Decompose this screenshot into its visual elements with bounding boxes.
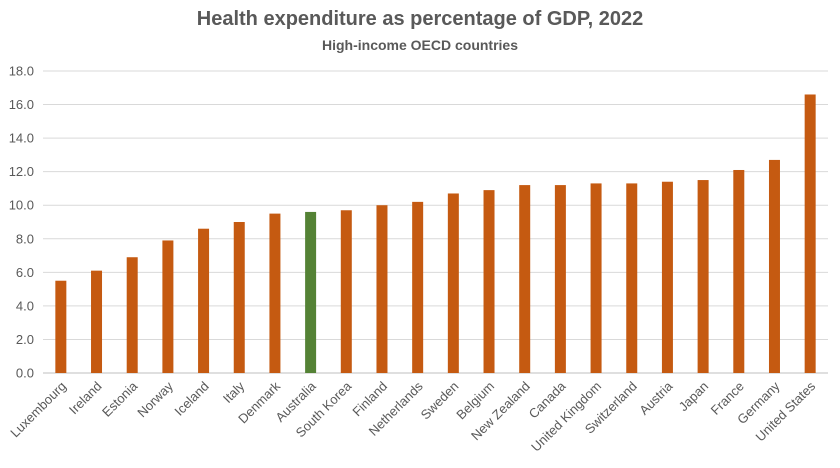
y-tick-label: 6.0 — [16, 265, 34, 280]
bar-south-korea — [340, 210, 352, 373]
bar-new-zealand — [519, 185, 531, 373]
bar-canada — [554, 185, 566, 373]
x-tick-label: Iceland — [171, 379, 211, 419]
chart-subtitle: High-income OECD countries — [321, 37, 519, 53]
y-axis-ticks: 0.0 2.0 4.0 6.0 8.0 10.0 12.0 14.0 16.0 18.0 — [9, 64, 34, 381]
y-tick-label: 18.0 — [9, 64, 34, 79]
y-tick-label: 2.0 — [16, 332, 34, 347]
bar-australia — [305, 211, 317, 373]
bars — [55, 94, 816, 373]
bar-united-kingdom — [590, 183, 602, 373]
bar-germany — [768, 159, 780, 373]
chart-title: Health expenditure as percentage of GDP,… — [196, 8, 644, 30]
y-tick-label: 0.0 — [16, 366, 34, 381]
bar-iceland — [198, 228, 210, 373]
bar-switzerland — [626, 183, 638, 373]
x-tick-label: Ireland — [66, 379, 105, 418]
bar-estonia — [126, 257, 138, 373]
y-tick-label: 16.0 — [9, 97, 34, 112]
bar-netherlands — [412, 201, 424, 373]
x-tick-label: Austria — [636, 378, 676, 418]
x-tick-label: Japan — [676, 379, 712, 415]
bar-norway — [162, 240, 174, 373]
y-tick-label: 12.0 — [9, 164, 34, 179]
gridlines — [43, 70, 828, 374]
bar-ireland — [91, 270, 103, 373]
y-tick-label: 4.0 — [16, 298, 34, 313]
bar-luxembourg — [55, 280, 67, 373]
bar-japan — [697, 180, 709, 373]
y-tick-label: 14.0 — [9, 131, 34, 146]
bar-belgium — [483, 190, 495, 373]
bar-italy — [233, 222, 245, 373]
y-tick-label: 8.0 — [16, 231, 34, 246]
bar-austria — [661, 181, 673, 373]
x-tick-label: Sweden — [418, 379, 462, 423]
bar-france — [733, 169, 745, 373]
x-tick-label: Italy — [220, 378, 248, 406]
bar-sweden — [447, 193, 459, 373]
bar-finland — [376, 205, 388, 373]
bar-united-states — [804, 94, 816, 373]
y-tick-label: 10.0 — [9, 198, 34, 213]
x-tick-label: Norway — [134, 378, 176, 420]
x-tick-label: Estonia — [99, 378, 141, 420]
x-tick-label: Luxembourg — [7, 379, 69, 441]
bar-denmark — [269, 213, 281, 373]
